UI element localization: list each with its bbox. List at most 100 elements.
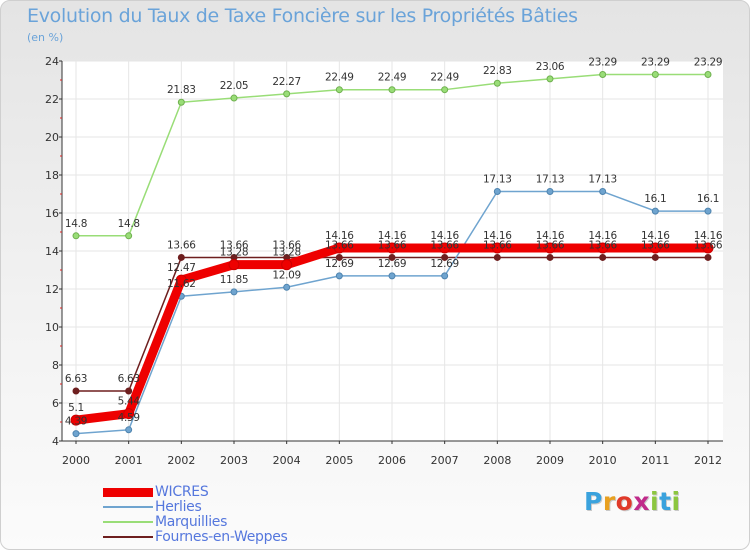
x-tick-label: 2012	[694, 454, 722, 467]
x-tick-label: 2009	[536, 454, 564, 467]
data-point-herlies	[651, 207, 659, 215]
data-label-fournes-en-weppes: 6.63	[118, 373, 140, 385]
data-label-marquillies: 21.83	[167, 84, 196, 96]
data-label-herlies: 4.59	[118, 412, 140, 424]
data-point-marquillies	[599, 70, 607, 78]
legend-swatch-wicres	[103, 487, 153, 497]
x-tick-label: 2004	[273, 454, 301, 467]
data-point-wicres	[597, 242, 609, 254]
data-label-herlies: 17.13	[483, 174, 512, 186]
data-label-fournes-en-weppes: 13.66	[694, 239, 723, 251]
data-label-fournes-en-weppes: 13.66	[167, 239, 196, 251]
series-marquillies	[72, 70, 712, 240]
data-label-marquillies: 14.8	[118, 218, 140, 230]
legend-label-marquillies: Marquillies	[155, 514, 228, 530]
x-tick-label: 2008	[483, 454, 511, 467]
data-label-fournes-en-weppes: 13.66	[536, 239, 565, 251]
data-label-herlies: 12.09	[272, 269, 301, 281]
x-tick-label: 2006	[378, 454, 406, 467]
data-label-fournes-en-weppes: 13.66	[220, 239, 249, 251]
data-label-fournes-en-weppes: 13.66	[430, 239, 459, 251]
legend-swatch-herlies	[103, 506, 153, 508]
data-point-wicres	[123, 408, 135, 420]
data-label-fournes-en-weppes: 13.66	[483, 239, 512, 251]
data-label-herlies: 4.39	[65, 416, 87, 428]
data-label-herlies: 12.69	[325, 258, 354, 270]
data-point-marquillies	[651, 70, 659, 78]
data-point-wicres	[175, 274, 187, 286]
data-label-fournes-en-weppes: 13.66	[272, 239, 301, 251]
data-label-marquillies: 23.29	[641, 56, 670, 68]
series-wicres	[70, 242, 714, 426]
data-point-fournes-en-weppes	[546, 253, 554, 261]
x-tick-label: 2007	[431, 454, 459, 467]
data-label-wicres: 14.16	[641, 230, 670, 242]
data-label-marquillies: 22.49	[378, 72, 407, 84]
logo-letter: o	[615, 487, 634, 516]
data-label-marquillies: 23.29	[694, 56, 723, 68]
data-point-wicres	[386, 242, 398, 254]
data-label-marquillies: 23.06	[536, 61, 565, 73]
logo-letter: r	[602, 487, 616, 516]
data-point-marquillies	[125, 232, 133, 240]
legend-label-wicres: WICRES	[155, 484, 209, 500]
data-point-herlies	[493, 188, 501, 196]
data-label-wicres: 5.1	[68, 402, 84, 414]
data-label-herlies: 11.85	[220, 274, 249, 286]
data-label-herlies: 11.62	[167, 278, 196, 290]
data-label-herlies: 16.1	[644, 193, 666, 205]
data-point-herlies	[230, 288, 238, 296]
data-point-herlies	[704, 207, 712, 215]
data-point-fournes-en-weppes	[335, 253, 343, 261]
series-herlies	[72, 188, 712, 438]
data-label-herlies: 16.1	[697, 193, 719, 205]
data-label-wicres: 14.16	[430, 230, 459, 242]
data-label-marquillies: 22.49	[325, 72, 354, 84]
y-tick-label: 20	[45, 131, 59, 144]
data-label-fournes-en-weppes: 13.66	[378, 239, 407, 251]
data-point-marquillies	[72, 232, 80, 240]
data-label-wicres: 14.16	[378, 230, 407, 242]
y-tick-label: 8	[52, 359, 59, 372]
data-label-wicres: 14.16	[325, 230, 354, 242]
data-label-wicres: 14.16	[536, 230, 565, 242]
logo-letter: x	[633, 487, 650, 516]
x-tick-label: 2003	[220, 454, 248, 467]
data-label-wicres: 14.16	[588, 230, 617, 242]
logo-letter: i	[671, 487, 681, 516]
data-point-wicres	[544, 242, 556, 254]
data-point-wicres	[702, 242, 714, 254]
data-label-herlies: 12.69	[430, 258, 459, 270]
data-point-fournes-en-weppes	[704, 253, 712, 261]
data-point-fournes-en-weppes	[493, 253, 501, 261]
data-point-marquillies	[177, 98, 185, 106]
data-point-fournes-en-weppes	[72, 387, 80, 395]
data-point-marquillies	[441, 86, 449, 94]
data-point-herlies	[441, 272, 449, 280]
y-tick-label: 12	[45, 283, 59, 296]
data-point-fournes-en-weppes	[388, 253, 396, 261]
data-label-fournes-en-weppes: 13.66	[588, 239, 617, 251]
logo-letter: P	[584, 487, 603, 516]
x-tick-label: 2000	[62, 454, 90, 467]
data-point-wicres	[333, 242, 345, 254]
data-point-herlies	[283, 283, 291, 291]
data-label-herlies: 17.13	[588, 174, 617, 186]
y-tick-label: 6	[52, 397, 59, 410]
data-point-marquillies	[704, 70, 712, 78]
x-tick-label: 2011	[641, 454, 669, 467]
data-label-marquillies: 22.05	[220, 80, 249, 92]
y-tick-label: 16	[45, 207, 59, 220]
y-tick-label: 14	[45, 245, 59, 258]
data-label-wicres: 14.16	[694, 230, 723, 242]
data-point-wicres	[228, 259, 240, 271]
y-tick-label: 4	[52, 435, 59, 448]
data-point-marquillies	[388, 86, 396, 94]
data-point-fournes-en-weppes	[125, 387, 133, 395]
logo-letter: t	[659, 487, 672, 516]
y-tick-label: 18	[45, 169, 59, 182]
data-label-fournes-en-weppes: 13.66	[641, 239, 670, 251]
legend-swatch-marquillies	[103, 521, 153, 523]
data-label-marquillies: 23.29	[588, 56, 617, 68]
